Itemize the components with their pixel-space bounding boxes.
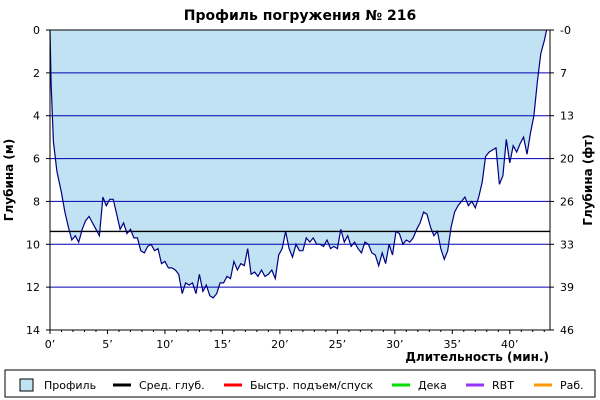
left-y-axis-ticks: 0 2 4 6 8 10 12 14	[26, 24, 50, 337]
plot-frame	[49, 29, 551, 331]
legend-label: Дека	[418, 379, 447, 392]
legend-label: RBT	[492, 379, 514, 392]
x-tick-label: 15’	[214, 338, 232, 351]
x-tick-label: 40’	[501, 338, 519, 351]
y-tick-label-left: 2	[33, 67, 40, 80]
gridlines	[50, 72, 550, 288]
y-tick-label-right: -0	[560, 24, 571, 37]
x-tick-label: 30’	[386, 338, 404, 351]
y-tick-label-left: 8	[33, 195, 40, 208]
x-tick-label: 0’	[45, 338, 56, 351]
x-tick-label: 10’	[156, 338, 174, 351]
x-tick-label: 25’	[329, 338, 347, 351]
profile-line	[49, 29, 548, 299]
y-tick-label-right: 13	[560, 110, 574, 123]
legend-label: Профиль	[44, 379, 96, 392]
legend-label: Раб.	[560, 379, 584, 392]
y-axis-label-right: Глубина (фт)	[581, 134, 595, 225]
y-tick-label-right: 39	[560, 281, 574, 294]
x-tick-label: 35’	[444, 338, 462, 351]
plot-area	[49, 29, 551, 331]
legend-swatch-profile	[19, 378, 34, 392]
y-tick-label-right: 7	[560, 67, 567, 80]
right-y-axis-ticks: -0 7 13 20 26 33 39 46	[550, 24, 574, 337]
y-tick-label-right: 46	[560, 324, 574, 337]
x-axis-label: Длительность (мин.)	[405, 350, 549, 364]
x-tick-label: 5’	[102, 338, 113, 351]
x-tick-label: 20’	[271, 338, 289, 351]
x-axis-ticks: 0’ 5’ 10’ 15’ 20’ 25’ 30’ 35’ 40’	[45, 330, 545, 351]
legend-frame	[4, 369, 596, 398]
y-tick-label-left: 4	[33, 110, 40, 123]
legend: Профиль Сред. глуб. Быстр. подъем/спуск Дек…	[4, 369, 596, 398]
y-tick-label-left: 6	[33, 153, 40, 166]
y-tick-label-left: 14	[26, 324, 40, 337]
y-tick-label-right: 33	[560, 238, 574, 251]
y-tick-label-left: 0	[33, 24, 40, 37]
y-tick-label-left: 10	[26, 238, 40, 251]
y-tick-label-right: 20	[560, 153, 574, 166]
y-tick-label-right: 26	[560, 195, 574, 208]
y-tick-label-left: 12	[26, 281, 40, 294]
legend-label: Быстр. подъем/спуск	[250, 379, 374, 392]
y-axis-label-left: Глубина (м)	[2, 139, 16, 221]
chart-title: Профиль погружения № 216	[184, 8, 417, 24]
legend-label: Сред. глуб.	[139, 379, 205, 392]
